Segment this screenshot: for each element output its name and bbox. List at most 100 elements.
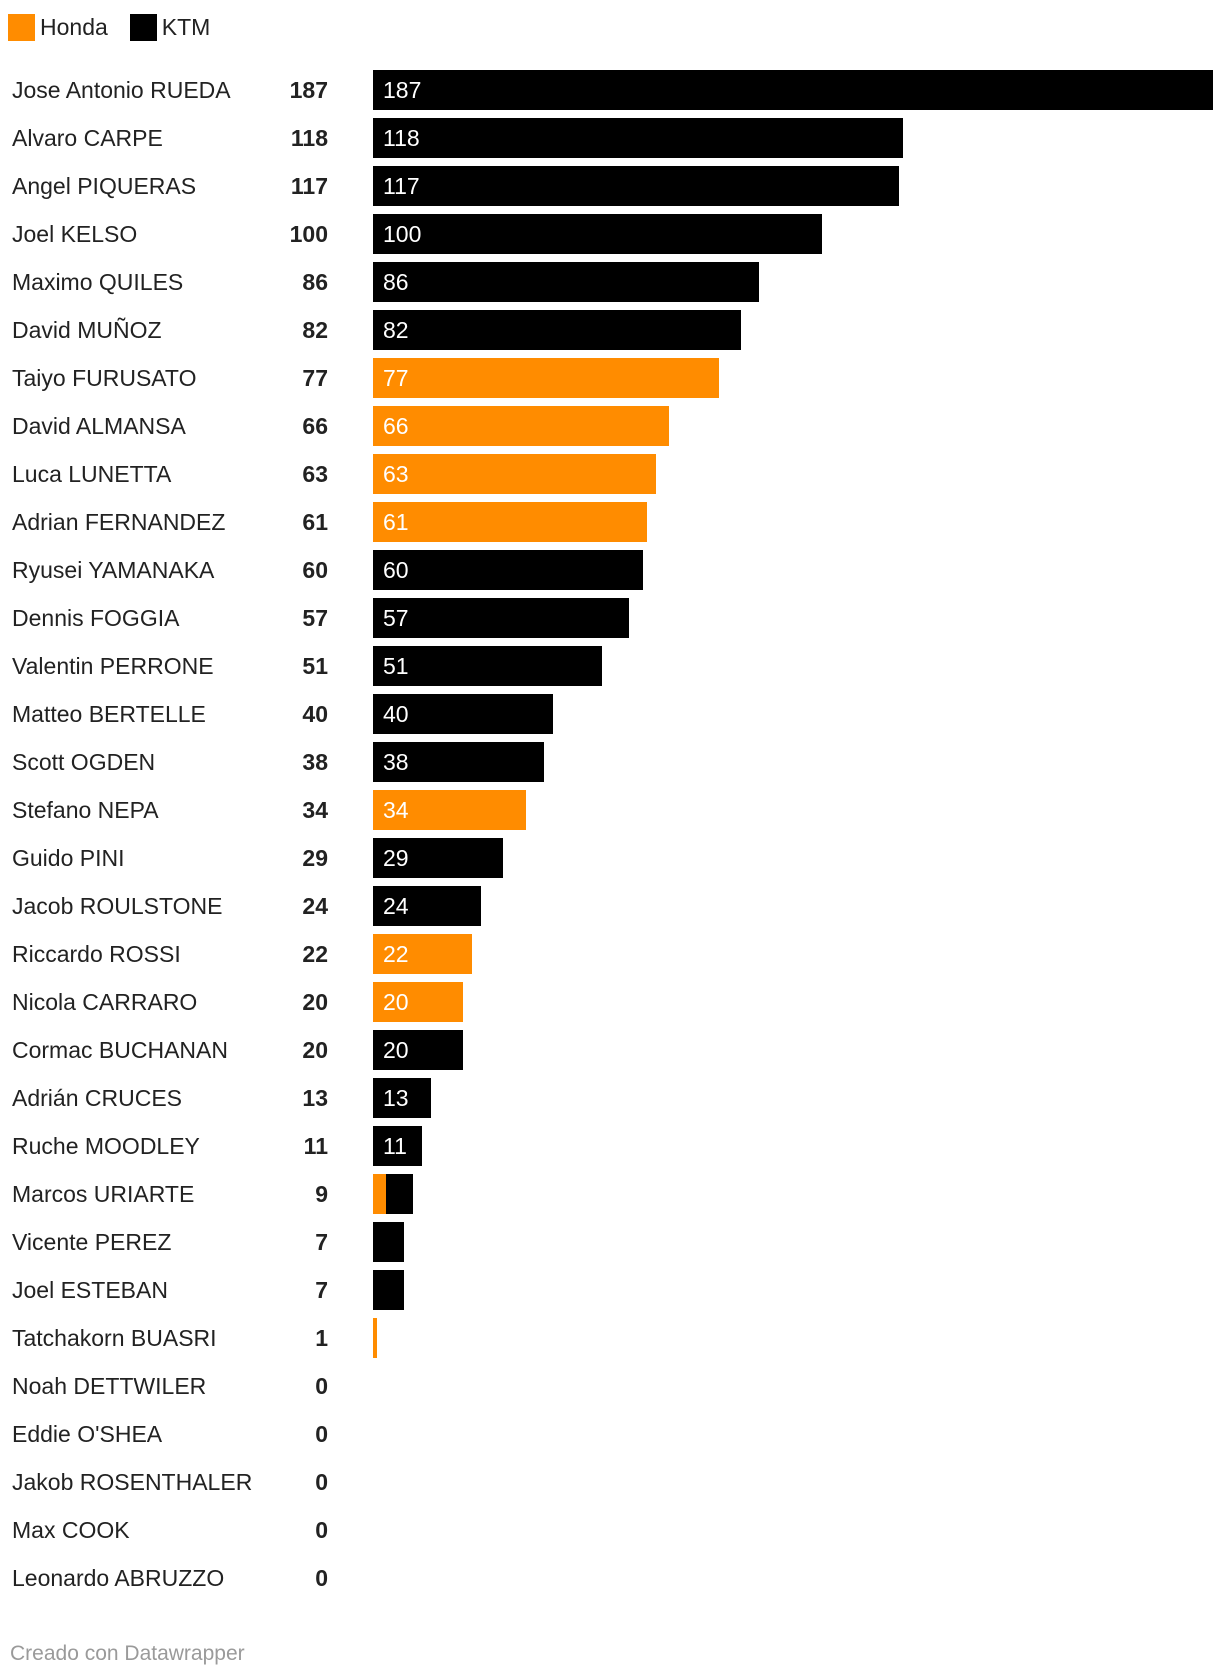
bar-track: 20 bbox=[373, 982, 1213, 1022]
points-total: 13 bbox=[302, 1085, 328, 1111]
bar-segment-honda bbox=[373, 1318, 378, 1358]
points-total: 61 bbox=[302, 509, 328, 535]
bar-row: David ALMANSA 66 66 bbox=[0, 406, 1220, 446]
bar-track: 187 bbox=[373, 70, 1213, 110]
bar-segment-ktm bbox=[373, 70, 1213, 110]
rider-name: Max COOK bbox=[12, 1517, 130, 1543]
bar-row: Scott OGDEN 38 38 bbox=[0, 742, 1220, 782]
bar-row: David MUÑOZ 82 82 bbox=[0, 310, 1220, 350]
rider-name: Marcos URIARTE bbox=[12, 1181, 195, 1207]
bar-segment-ktm bbox=[373, 742, 544, 782]
points-total: 20 bbox=[302, 1037, 328, 1063]
bar-segment-ktm bbox=[373, 118, 904, 158]
rider-name: Maximo QUILES bbox=[12, 269, 184, 295]
bar-row: Adrian FERNANDEZ 61 61 bbox=[0, 502, 1220, 542]
bar-value-label: 13 bbox=[383, 1085, 409, 1111]
points-total: 0 bbox=[315, 1373, 328, 1399]
bar-value-label: 118 bbox=[383, 125, 420, 151]
bar-value-label: 117 bbox=[383, 173, 420, 199]
rider-name: Angel PIQUERAS bbox=[12, 173, 197, 199]
legend: Honda KTM bbox=[8, 12, 232, 42]
points-total: 24 bbox=[302, 893, 328, 919]
points-total: 0 bbox=[315, 1517, 328, 1543]
bar-track: 118 bbox=[373, 118, 1213, 158]
points-total: 51 bbox=[302, 653, 328, 679]
rider-name: Tatchakorn BUASRI bbox=[12, 1325, 217, 1351]
bar-track bbox=[373, 1270, 1213, 1310]
bar-row: Stefano NEPA 34 34 bbox=[0, 790, 1220, 830]
bar-track bbox=[373, 1462, 1213, 1502]
bar-row: Maximo QUILES 86 86 bbox=[0, 262, 1220, 302]
bar-value-label: 63 bbox=[383, 461, 409, 487]
points-total: 40 bbox=[302, 701, 328, 727]
bar-track bbox=[373, 1366, 1213, 1406]
points-total: 7 bbox=[315, 1229, 328, 1255]
bar-value-label: 29 bbox=[383, 845, 409, 871]
bar-row: Riccardo ROSSI 22 22 bbox=[0, 934, 1220, 974]
bar-value-label: 51 bbox=[383, 653, 409, 679]
bar-track: 82 bbox=[373, 310, 1213, 350]
rider-name: Vicente PEREZ bbox=[12, 1229, 172, 1255]
rider-name: Jakob ROSENTHALER bbox=[12, 1469, 253, 1495]
bar-segment-ktm bbox=[373, 838, 504, 878]
points-total: 117 bbox=[290, 173, 328, 199]
bar-segment-ktm bbox=[373, 886, 481, 926]
rider-name: Joel KELSO bbox=[12, 221, 138, 247]
bar-track: 13 bbox=[373, 1078, 1213, 1118]
bar-row: Jacob ROULSTONE 24 24 bbox=[0, 886, 1220, 926]
bar-track: 63 bbox=[373, 454, 1213, 494]
rider-name: Adrián CRUCES bbox=[12, 1085, 182, 1111]
rider-name: Taiyo FURUSATO bbox=[12, 365, 197, 391]
points-total: 82 bbox=[302, 317, 328, 343]
bar-track: 60 bbox=[373, 550, 1213, 590]
bar-value-label: 86 bbox=[383, 269, 409, 295]
rider-name: Adrian FERNANDEZ bbox=[12, 509, 226, 535]
bar-segment-honda bbox=[373, 358, 719, 398]
bar-value-label: 34 bbox=[383, 797, 409, 823]
rider-name: Matteo BERTELLE bbox=[12, 701, 206, 727]
bar-segment-ktm bbox=[373, 1030, 463, 1070]
bar-track: 117 bbox=[373, 166, 1213, 206]
rider-name: David ALMANSA bbox=[12, 413, 186, 439]
bar-value-label: 187 bbox=[383, 77, 422, 103]
legend-item: KTM bbox=[129, 13, 211, 41]
points-total: 86 bbox=[302, 269, 328, 295]
bar-row: Max COOK 0 bbox=[0, 1510, 1220, 1550]
bar-row: Nicola CARRARO 20 20 bbox=[0, 982, 1220, 1022]
rider-name: Guido PINI bbox=[12, 845, 125, 871]
bar-row: Guido PINI 29 29 bbox=[0, 838, 1220, 878]
points-total: 20 bbox=[302, 989, 328, 1015]
bar-value-label: 60 bbox=[383, 557, 409, 583]
points-total: 34 bbox=[302, 797, 328, 823]
rider-name: Noah DETTWILER bbox=[12, 1373, 207, 1399]
bar-track: 51 bbox=[373, 646, 1213, 686]
bar-track bbox=[373, 1222, 1213, 1262]
legend-label: KTM bbox=[161, 13, 211, 40]
legend-label: Honda bbox=[40, 13, 108, 40]
bar-row: Joel KELSO 100 100 bbox=[0, 214, 1220, 254]
bar-value-label: 100 bbox=[383, 221, 422, 247]
bar-segment-ktm bbox=[373, 166, 899, 206]
bar-row: Vicente PEREZ 7 bbox=[0, 1222, 1220, 1262]
bar-segment-honda bbox=[373, 934, 472, 974]
bar-segment-ktm bbox=[373, 550, 643, 590]
bar-value-label: 38 bbox=[383, 749, 409, 775]
bar-row: Taiyo FURUSATO 77 77 bbox=[0, 358, 1220, 398]
bar-value-label: 20 bbox=[383, 1037, 409, 1063]
points-total: 187 bbox=[289, 77, 328, 103]
legend-swatch bbox=[8, 13, 35, 41]
bar-segment-ktm bbox=[373, 1222, 405, 1262]
bar-value-label: 22 bbox=[383, 941, 409, 967]
bar-row: Leonardo ABRUZZO 0 bbox=[0, 1558, 1220, 1598]
bar-value-label: 77 bbox=[383, 365, 409, 391]
bar-row: Cormac BUCHANAN 20 20 bbox=[0, 1030, 1220, 1070]
bar-segment-ktm bbox=[373, 262, 760, 302]
bar-segment-honda bbox=[373, 502, 647, 542]
bar-row: Joel ESTEBAN 7 bbox=[0, 1270, 1220, 1310]
bar-track: 100 bbox=[373, 214, 1213, 254]
bar-row: Dennis FOGGIA 57 57 bbox=[0, 598, 1220, 638]
bar-track bbox=[373, 1558, 1213, 1598]
bar-row: Marcos URIARTE 9 bbox=[0, 1174, 1220, 1214]
points-total: 7 bbox=[315, 1277, 328, 1303]
bar-row: Matteo BERTELLE 40 40 bbox=[0, 694, 1220, 734]
